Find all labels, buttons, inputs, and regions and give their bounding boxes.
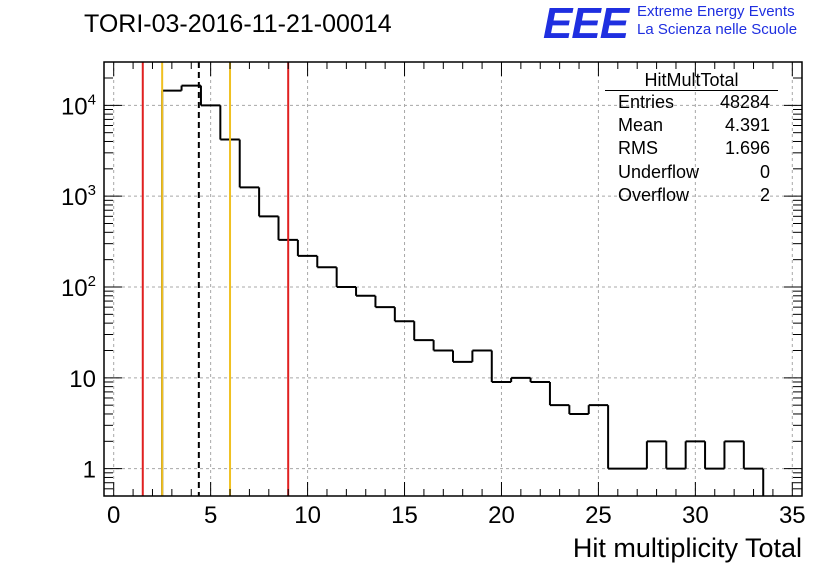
x-tick-label: 0 bbox=[107, 502, 120, 529]
eee-logo-text: Extreme Energy Events La Scienza nelle S… bbox=[637, 3, 797, 39]
stats-label: RMS bbox=[618, 138, 658, 159]
x-tick-label: 5 bbox=[204, 502, 217, 529]
x-tick-label: 30 bbox=[682, 502, 709, 529]
stats-value: 48284 bbox=[719, 92, 770, 112]
stats-title: HitMultTotal bbox=[644, 70, 739, 90]
stats-row-mean: Mean 4.391 bbox=[611, 114, 772, 137]
x-tick-label: 20 bbox=[488, 502, 515, 529]
eee-line-1: Extreme Energy Events bbox=[637, 3, 795, 20]
eee-line-2: La Scienza nelle Scuole bbox=[637, 21, 798, 38]
x-tick-label: 35 bbox=[779, 502, 806, 529]
x-axis-label: Hit multiplicity Total bbox=[572, 533, 802, 563]
axes-frame bbox=[103, 61, 803, 497]
eee-logo: EEE bbox=[543, 0, 629, 48]
stats-row-overflow: Overflow 2 bbox=[611, 184, 772, 207]
plot-title: TORI-03-2016-11-21-00014 bbox=[84, 10, 392, 38]
stats-value: 4.391 bbox=[724, 115, 770, 136]
stats-value: 2 bbox=[759, 184, 770, 205]
grid bbox=[104, 62, 802, 496]
y-tick-label: 1 bbox=[83, 457, 96, 484]
y-tick-label: 103 bbox=[61, 182, 96, 211]
x-tick-label: 15 bbox=[391, 502, 418, 529]
stats-row-rms: RMS 1.696 bbox=[611, 137, 772, 160]
stats-value: 0 bbox=[759, 161, 770, 182]
plot-frame bbox=[103, 61, 803, 497]
stats-label: Entries bbox=[618, 92, 675, 112]
stats-value: 1.696 bbox=[724, 138, 770, 159]
x-tick-label: 10 bbox=[294, 502, 321, 529]
axis-ticks bbox=[104, 61, 802, 496]
stats-separator bbox=[605, 90, 778, 91]
y-tick-label: 102 bbox=[61, 273, 96, 302]
stats-row-underflow: Underflow 0 bbox=[611, 161, 772, 184]
marker-lines bbox=[141, 62, 290, 496]
stats-label: Overflow bbox=[618, 184, 690, 205]
stats-row-entries: Entries 48284 bbox=[611, 91, 772, 114]
y-tick-label: 104 bbox=[61, 91, 96, 120]
x-tick-label: 25 bbox=[585, 502, 612, 529]
y-tick-label: 10 bbox=[69, 366, 96, 393]
stats-box: HitMultTotal Entries 48284 Mean 4.391 RM… bbox=[605, 70, 778, 207]
stats-label: Mean bbox=[618, 115, 664, 136]
stats-label: Underflow bbox=[618, 161, 700, 182]
